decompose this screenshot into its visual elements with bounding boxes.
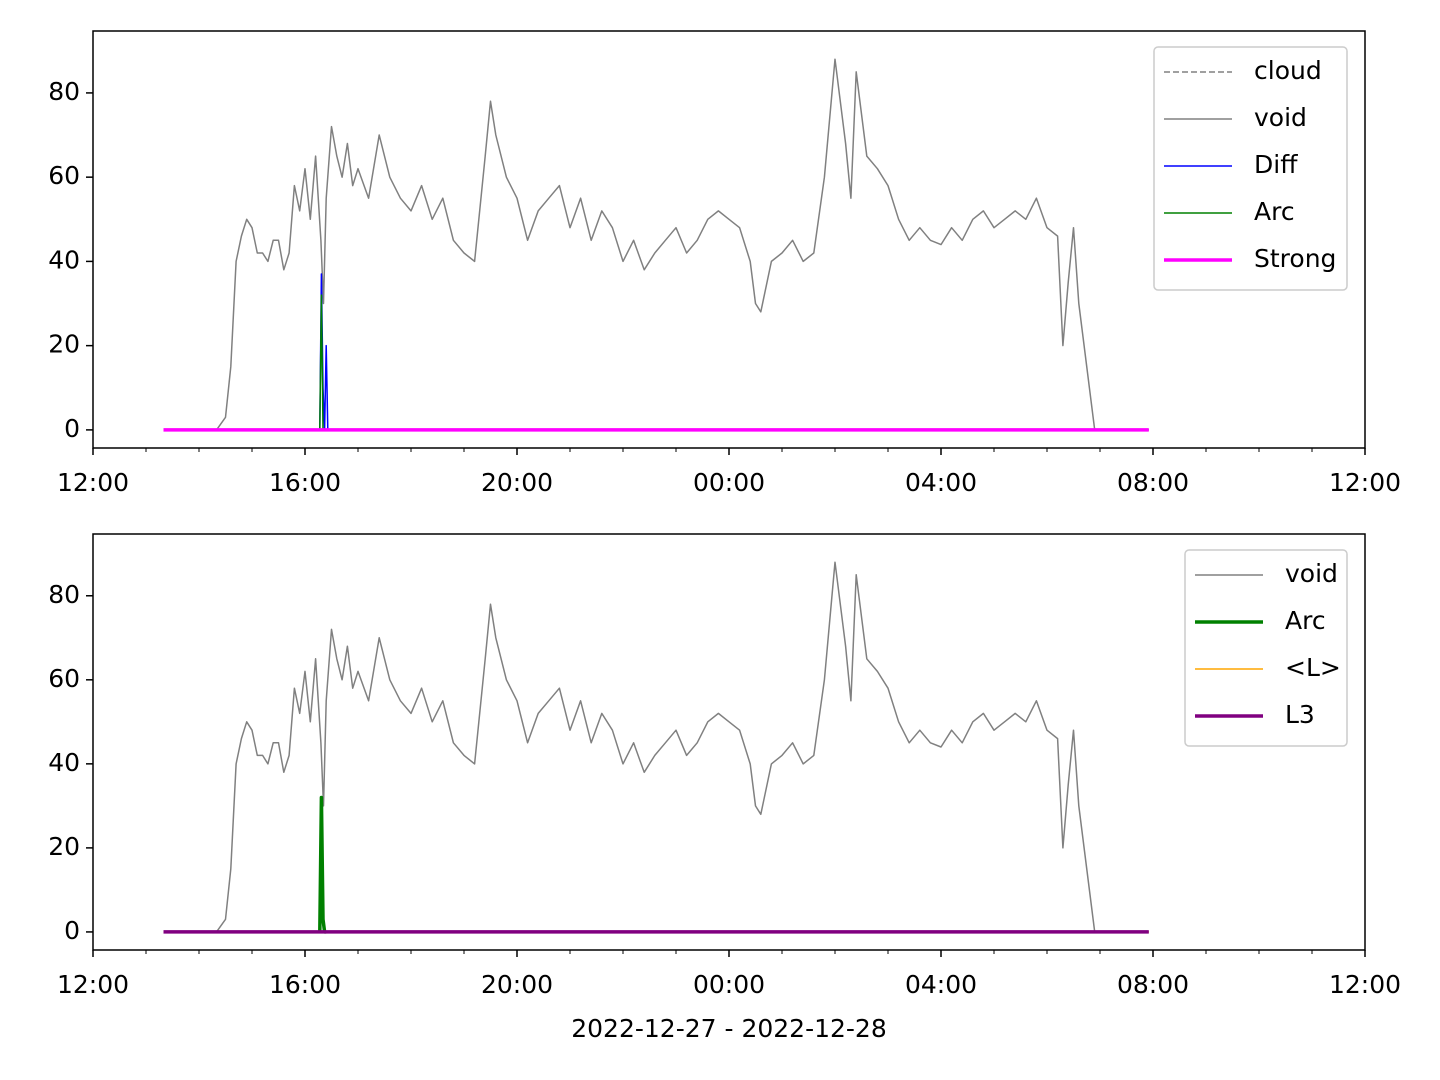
x-tick-label: 20:00 bbox=[481, 468, 553, 497]
x-tick-label: 12:00 bbox=[1329, 970, 1401, 999]
y-tick-label: 40 bbox=[48, 245, 80, 274]
x-tick-label: 04:00 bbox=[905, 468, 977, 497]
legend-box bbox=[1153, 46, 1348, 291]
x-tick-label: 12:00 bbox=[1329, 468, 1401, 497]
series-line bbox=[163, 561, 1149, 933]
x-tick-label: 16:00 bbox=[269, 468, 341, 497]
legend-label: Diff bbox=[1254, 150, 1298, 179]
legend-label: void bbox=[1254, 103, 1307, 132]
y-tick-label: 80 bbox=[48, 77, 80, 106]
axes-frame bbox=[92, 533, 1366, 951]
legend: void Arc <L> L3 bbox=[1184, 549, 1348, 747]
y-tick-label: 60 bbox=[48, 664, 80, 693]
y-tick-label: 60 bbox=[48, 161, 80, 190]
legend-label: L3 bbox=[1285, 700, 1315, 729]
y-tick-label: 0 bbox=[64, 414, 80, 443]
y-tick-label: 80 bbox=[48, 580, 80, 609]
x-tick-label: 12:00 bbox=[57, 970, 129, 999]
legend: cloud void Diff Arc Strong bbox=[1153, 46, 1348, 291]
x-tick-label: 08:00 bbox=[1117, 468, 1189, 497]
legend-box bbox=[1184, 549, 1348, 747]
series-line bbox=[163, 58, 1149, 431]
legend-label: Strong bbox=[1254, 244, 1336, 273]
x-axis-label: 2022-12-27 - 2022-12-28 bbox=[571, 1014, 887, 1043]
legend-label: Arc bbox=[1285, 606, 1326, 635]
legend-label: void bbox=[1285, 559, 1338, 588]
x-tick-label: 20:00 bbox=[481, 970, 553, 999]
legend-label: cloud bbox=[1254, 56, 1322, 85]
x-tick-label: 12:00 bbox=[57, 468, 129, 497]
x-tick-label: 00:00 bbox=[693, 970, 765, 999]
x-tick-label: 04:00 bbox=[905, 970, 977, 999]
x-tick-label: 08:00 bbox=[1117, 970, 1189, 999]
y-tick-label: 40 bbox=[48, 748, 80, 777]
y-tick-label: 20 bbox=[48, 832, 80, 861]
y-tick-label: 0 bbox=[64, 916, 80, 945]
x-tick-label: 16:00 bbox=[269, 970, 341, 999]
x-tick-label: 00:00 bbox=[693, 468, 765, 497]
y-tick-label: 20 bbox=[48, 330, 80, 359]
series-line bbox=[318, 795, 327, 934]
legend-label: Arc bbox=[1254, 197, 1295, 226]
legend-label: <L> bbox=[1285, 653, 1341, 682]
